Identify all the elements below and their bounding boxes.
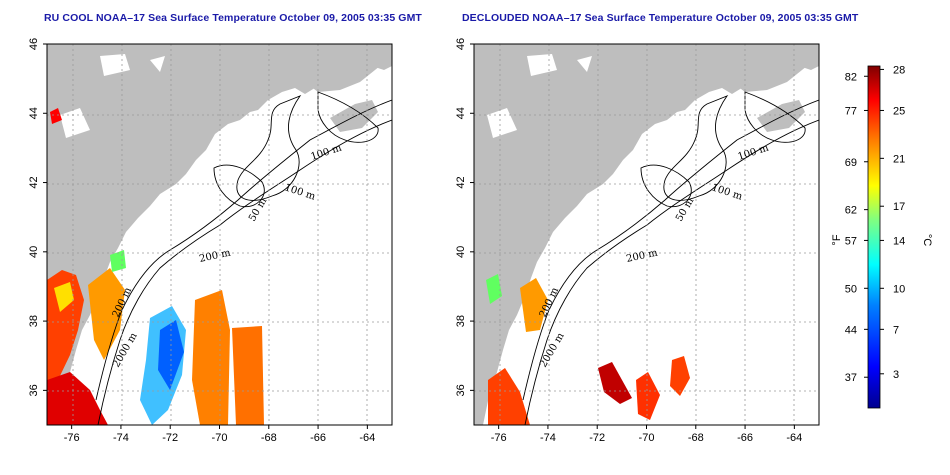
right-lat-tick-label: 44 bbox=[455, 107, 467, 119]
right-contour-georges bbox=[640, 164, 692, 208]
colorbar-f-tick-label: 50 bbox=[845, 283, 857, 295]
right-lat-tick-label: 42 bbox=[455, 176, 467, 188]
left-sst-south bbox=[47, 372, 108, 425]
left-sst-yellow bbox=[54, 282, 74, 312]
right-lat-tick-label: 46 bbox=[455, 38, 467, 50]
right-contour-100 bbox=[744, 91, 806, 143]
colorbar-c-tick-label: 25 bbox=[893, 105, 905, 117]
colorbar-f-tick-label: 37 bbox=[845, 372, 857, 384]
colorbar-f-tick-label: 82 bbox=[845, 71, 857, 83]
colorbar-f-tick-label: 77 bbox=[845, 105, 857, 117]
left-lon-tick-label: -68 bbox=[261, 432, 277, 444]
right-lat-tick-label: 38 bbox=[455, 315, 467, 327]
left-lakes bbox=[60, 54, 165, 138]
right-sst-coast bbox=[520, 278, 548, 332]
colorbar-c-tick-label: 7 bbox=[893, 324, 899, 336]
right-lat-tick-label: 36 bbox=[455, 384, 467, 396]
left-nova-scotia bbox=[300, 60, 380, 92]
right-grid bbox=[474, 44, 819, 425]
right-contour-2000 bbox=[524, 119, 819, 425]
colorbar-celsius-label: °C bbox=[921, 234, 933, 246]
left-contour-georges bbox=[213, 164, 265, 208]
right-sst-red-patch-2 bbox=[636, 372, 660, 420]
right-sst-south bbox=[488, 368, 530, 425]
right-lon-tick-label: -74 bbox=[540, 432, 556, 444]
right-contour-200 bbox=[522, 99, 819, 401]
left-panel-title: RU COOL NOAA–17 Sea Surface Temperature … bbox=[44, 12, 422, 24]
left-lon-tick-label: -70 bbox=[212, 432, 228, 444]
right-sst-red-patch-3 bbox=[670, 356, 690, 396]
left-sst-maine-spot bbox=[50, 108, 62, 124]
right-nova-scotia bbox=[727, 60, 807, 92]
right-lat-tick-label: 40 bbox=[455, 246, 467, 258]
left-sst-east bbox=[192, 290, 230, 425]
right-sable-area bbox=[757, 100, 805, 132]
left-land bbox=[47, 44, 392, 425]
left-lon-tick-label: -72 bbox=[162, 432, 178, 444]
left-sst-far-east bbox=[232, 326, 264, 425]
left-contour-200 bbox=[95, 99, 392, 401]
left-lat-tick-label: 36 bbox=[28, 384, 40, 396]
left-contour-50 bbox=[236, 95, 302, 201]
right-lon-tick-label: -70 bbox=[639, 432, 655, 444]
right-panel-title: DECLOUDED NOAA–17 Sea Surface Temperatur… bbox=[462, 12, 859, 24]
colorbar-c-tick-label: 17 bbox=[893, 201, 905, 213]
right-lon-tick-label: -64 bbox=[786, 432, 802, 444]
right-lon-tick-label: -76 bbox=[491, 432, 507, 444]
left-lat-tick-label: 46 bbox=[28, 38, 40, 50]
left-lat-tick-label: 44 bbox=[28, 107, 40, 119]
colorbar-gradient bbox=[867, 65, 881, 409]
left-axis-ticks: -76 -74 -72 -70 -68 -66 -64 36 38 40 42 44 46 bbox=[28, 38, 375, 444]
colorbar-c-tick-label: 10 bbox=[893, 283, 905, 295]
right-sst-green bbox=[486, 274, 502, 304]
colorbar-f-tick-label: 69 bbox=[845, 157, 857, 169]
colorbar-c-tick-label: 28 bbox=[893, 64, 905, 76]
left-lat-tick-label: 42 bbox=[28, 176, 40, 188]
left-lon-tick-label: -66 bbox=[310, 432, 326, 444]
left-contour-2000 bbox=[97, 119, 392, 425]
right-land bbox=[474, 44, 819, 425]
left-lon-tick-label: -76 bbox=[64, 432, 80, 444]
left-grid bbox=[47, 44, 392, 425]
colorbar-f-tick-label: 57 bbox=[845, 235, 857, 247]
left-sst-mid bbox=[88, 268, 125, 360]
left-lon-tick-label: -74 bbox=[113, 432, 129, 444]
right-lon-tick-label: -66 bbox=[737, 432, 753, 444]
right-sst-red-patch bbox=[598, 362, 632, 404]
right-lon-tick-label: -72 bbox=[589, 432, 605, 444]
left-lat-tick-label: 38 bbox=[28, 315, 40, 327]
left-sable-area bbox=[330, 100, 378, 132]
colorbar-f-tick-label: 62 bbox=[845, 205, 857, 217]
right-axis-ticks: -76 -74 -72 -70 -68 -66 -64 36 38 40 42 44 46 bbox=[455, 38, 802, 444]
left-lat-tick-label: 40 bbox=[28, 246, 40, 258]
colorbar-f-tick-label: 44 bbox=[845, 324, 857, 336]
colorbar-c-tick-label: 21 bbox=[893, 153, 905, 165]
left-lon-tick-label: -64 bbox=[359, 432, 375, 444]
left-map: 100 m 100 m 50 m 200 m 200 m 2000 m -76-… bbox=[28, 38, 393, 444]
left-contour-100 bbox=[317, 91, 379, 143]
right-lon-tick-label: -68 bbox=[688, 432, 704, 444]
colorbar-fahrenheit-label: °F bbox=[831, 234, 843, 245]
colorbar: 82 77 69 62 57 50 44 37 28 25 21 17 14 10 7 3 °F °C bbox=[831, 64, 933, 409]
left-sst-coast bbox=[47, 270, 84, 410]
colorbar-ticks: 82 77 69 62 57 50 44 37 28 25 21 17 14 10 7 3 bbox=[845, 64, 906, 384]
right-map: 100 m 100 m 50 m 200 m 200 m 2000 m -76-… bbox=[455, 38, 820, 444]
colorbar-c-tick-label: 14 bbox=[893, 235, 905, 247]
right-contour-50 bbox=[663, 95, 729, 201]
colorbar-c-tick-label: 3 bbox=[893, 369, 899, 381]
right-lakes bbox=[487, 54, 592, 138]
